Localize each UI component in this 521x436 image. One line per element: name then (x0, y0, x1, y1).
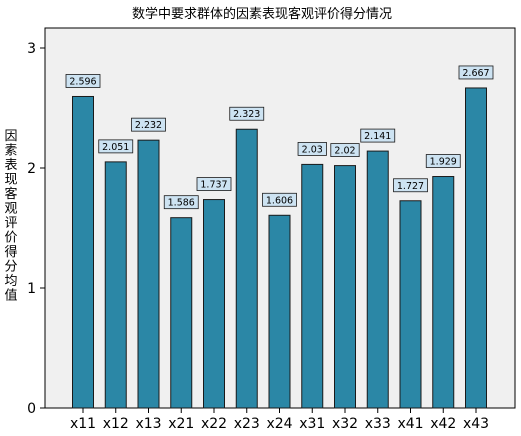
y-tick-label: 2 (27, 161, 36, 177)
data-label-x13: 2.232 (135, 120, 162, 131)
data-label-x21: 1.586 (168, 198, 195, 209)
data-label-x43: 2.667 (462, 68, 489, 79)
bar-x13 (137, 139, 160, 409)
data-label-box (262, 192, 297, 207)
x-tick-label-x31: x31 (299, 416, 325, 432)
bar-x24 (268, 214, 291, 409)
x-tick-label-x32: x32 (332, 416, 358, 432)
bar-x42 (432, 176, 455, 409)
x-tick-label-x42: x42 (430, 416, 456, 432)
data-label-x24: 1.606 (266, 195, 293, 206)
data-label-box (131, 117, 166, 132)
x-axis-ticks: x11 x12 x13 x21 x22 x23 x24 x31 x32 x33 x41 x42 x43 (70, 408, 489, 432)
data-label-box (458, 65, 494, 80)
bar-x21 (170, 217, 193, 409)
data-label-x32: 2.02 (334, 146, 355, 157)
y-axis-label-char: 值 (4, 288, 17, 304)
data-label-box (297, 141, 327, 156)
data-label-box (393, 178, 428, 193)
y-axis-label-char: 得 (4, 244, 17, 260)
bar-x32 (334, 165, 356, 409)
y-tick-label: 0 (27, 401, 36, 417)
x-tick-label-x33: x33 (365, 416, 391, 432)
y-axis-label-char: 素 (4, 144, 17, 159)
data-label-box (196, 177, 232, 191)
bar-x31 (301, 163, 324, 409)
x-tick-label-x11: x11 (70, 416, 96, 432)
x-tick-label-x13: x13 (135, 416, 161, 432)
y-tick-label: 1 (27, 281, 36, 297)
x-tick-label-x22: x22 (201, 416, 227, 432)
data-label-box (65, 74, 101, 88)
data-label-x22: 1.737 (200, 180, 227, 191)
y-axis-label-char: 客 (4, 186, 17, 202)
data-label-x12: 2.051 (102, 142, 129, 153)
data-label-x42: 1.929 (430, 157, 457, 168)
bar-x11 (72, 95, 94, 409)
data-label-x31: 2.03 (302, 144, 323, 155)
y-axis-label-char: 分 (4, 260, 17, 275)
y-tick-label: 3 (27, 41, 36, 57)
bar-x22 (203, 199, 225, 409)
data-label-box (229, 106, 265, 121)
bar-x41 (399, 200, 422, 409)
chart-title: 数学中要求群体的因素表现客观评价得分情况 (132, 6, 392, 22)
y-axis-label-char: 均 (4, 274, 17, 289)
x-tick-label-x41: x41 (397, 416, 423, 432)
data-label-box (360, 128, 396, 143)
data-label-x11: 2.596 (69, 76, 96, 87)
y-axis-label-char: 因 (4, 129, 17, 144)
data-label-x41: 1.727 (397, 181, 424, 192)
bar-x12 (104, 161, 127, 409)
y-axis-label-char: 评 (4, 216, 17, 231)
y-axis-label-char: 表 (4, 158, 17, 173)
x-tick-label-x23: x23 (234, 416, 260, 432)
x-tick-label-x12: x12 (103, 416, 129, 432)
y-axis-label-char: 价 (4, 231, 17, 246)
x-tick-label-x24: x24 (266, 416, 292, 432)
data-label-box (98, 139, 134, 154)
data-label-x33: 2.141 (364, 131, 391, 142)
y-axis-ticks: 0 1 2 3 (27, 41, 45, 417)
data-label-box (330, 143, 360, 158)
data-label-box (425, 154, 461, 168)
bar-x43 (465, 87, 487, 409)
y-axis-label-char: 现 (4, 173, 17, 188)
bar-x33 (366, 150, 389, 409)
x-tick-label-x21: x21 (168, 416, 194, 432)
bar-x23 (235, 128, 258, 409)
x-tick-label-x43: x43 (463, 416, 489, 432)
data-label-x23: 2.323 (233, 109, 260, 120)
data-label-box (163, 195, 199, 210)
y-axis-label-char: 观 (4, 202, 17, 217)
